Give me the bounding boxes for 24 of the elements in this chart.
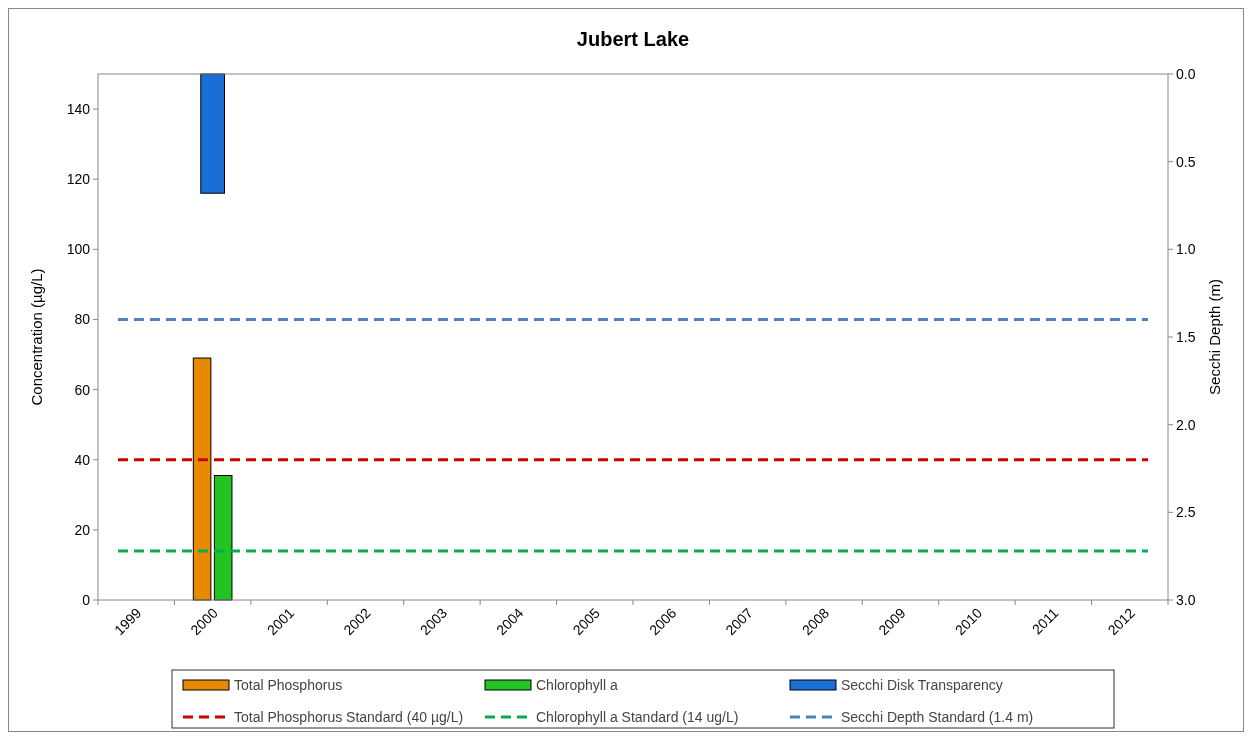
y2-tick-label: 2.5 <box>1176 504 1196 521</box>
y-tick-label: 120 <box>66 171 91 188</box>
y2-tick-label: 3.0 <box>1176 591 1196 608</box>
legend-label: Chlorophyll a Standard (14 ug/L) <box>536 708 739 725</box>
legend-label: Secchi Disk Transparency <box>841 676 1003 693</box>
legend-label: Total Phosphorus Standard (40 µg/L) <box>234 708 464 725</box>
y-axis-title: Concentration (µg/L) <box>28 268 45 406</box>
legend-label: Chlorophyll a <box>536 676 618 693</box>
y-tick-label: 40 <box>74 451 91 468</box>
y2-tick-label: 2.0 <box>1176 416 1196 433</box>
y-tick-label: 100 <box>66 241 91 258</box>
y2-tick-label: 0.5 <box>1176 153 1196 170</box>
y2-axis-title: Secchi Depth (m) <box>1206 279 1223 395</box>
legend-label: Total Phosphorus <box>234 676 343 693</box>
y2-tick-label: 0.0 <box>1176 65 1196 82</box>
y-tick-label: 60 <box>74 381 91 398</box>
chart-title: Jubert Lake <box>576 28 690 50</box>
y-tick-label: 80 <box>74 311 91 328</box>
y2-tick-label: 1.0 <box>1176 241 1196 258</box>
legend-label: Secchi Depth Standard (1.4 m) <box>841 708 1034 725</box>
y-tick-label: 0 <box>82 591 91 608</box>
y-tick-label: 20 <box>74 521 91 538</box>
y2-tick-label: 1.5 <box>1176 328 1196 345</box>
y-tick-label: 140 <box>66 100 91 117</box>
